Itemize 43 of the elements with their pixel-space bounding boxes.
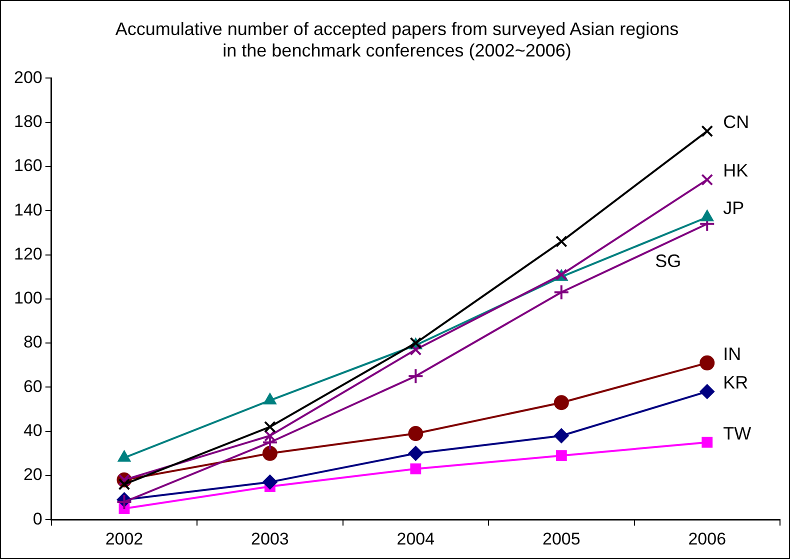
- x-tick-label: 2006: [688, 529, 726, 548]
- x-tick-label: 2002: [105, 529, 144, 548]
- point: [408, 426, 424, 442]
- y-tick-label: 140: [14, 200, 42, 220]
- series-label: HK: [723, 160, 748, 181]
- point: [264, 420, 276, 433]
- series-label: TW: [723, 423, 752, 444]
- y-tick-label: 0: [32, 509, 42, 528]
- x-tick-label: 2004: [396, 529, 435, 548]
- point: [554, 395, 569, 410]
- point: [408, 446, 424, 461]
- y-tick-label: 40: [23, 421, 42, 440]
- series-label: CN: [723, 112, 750, 132]
- y-tick-label: 160: [14, 156, 42, 176]
- y-tick-label: 80: [23, 332, 42, 352]
- point: [554, 428, 569, 444]
- y-tick-label: 100: [14, 288, 42, 308]
- series-label: KR: [723, 372, 748, 393]
- x-tick-label: 2003: [251, 529, 289, 548]
- y-tick-label: 180: [14, 112, 42, 132]
- point: [410, 344, 422, 356]
- point: [410, 463, 422, 474]
- y-tick-label: 20: [23, 465, 42, 484]
- point: [262, 474, 278, 490]
- point: [555, 236, 568, 248]
- point: [700, 384, 715, 400]
- y-tick-label: 200: [14, 68, 42, 87]
- point: [408, 368, 424, 384]
- point: [556, 450, 567, 462]
- point: [700, 355, 715, 370]
- series-label: IN: [723, 344, 742, 364]
- point: [701, 125, 714, 138]
- y-tick-label: 60: [23, 376, 42, 396]
- point: [118, 478, 130, 490]
- point: [553, 284, 570, 300]
- point: [702, 436, 713, 448]
- point: [262, 446, 278, 461]
- series-label: SG: [655, 250, 682, 271]
- point: [701, 174, 714, 186]
- series-label: JP: [723, 198, 744, 218]
- y-tick-label: 120: [14, 244, 42, 264]
- chart-title: Accumulative number of accepted papers from surveyed Asian regions in the benchmark conferences (2002~2006): [115, 18, 679, 60]
- x-tick-label: 2005: [542, 529, 580, 548]
